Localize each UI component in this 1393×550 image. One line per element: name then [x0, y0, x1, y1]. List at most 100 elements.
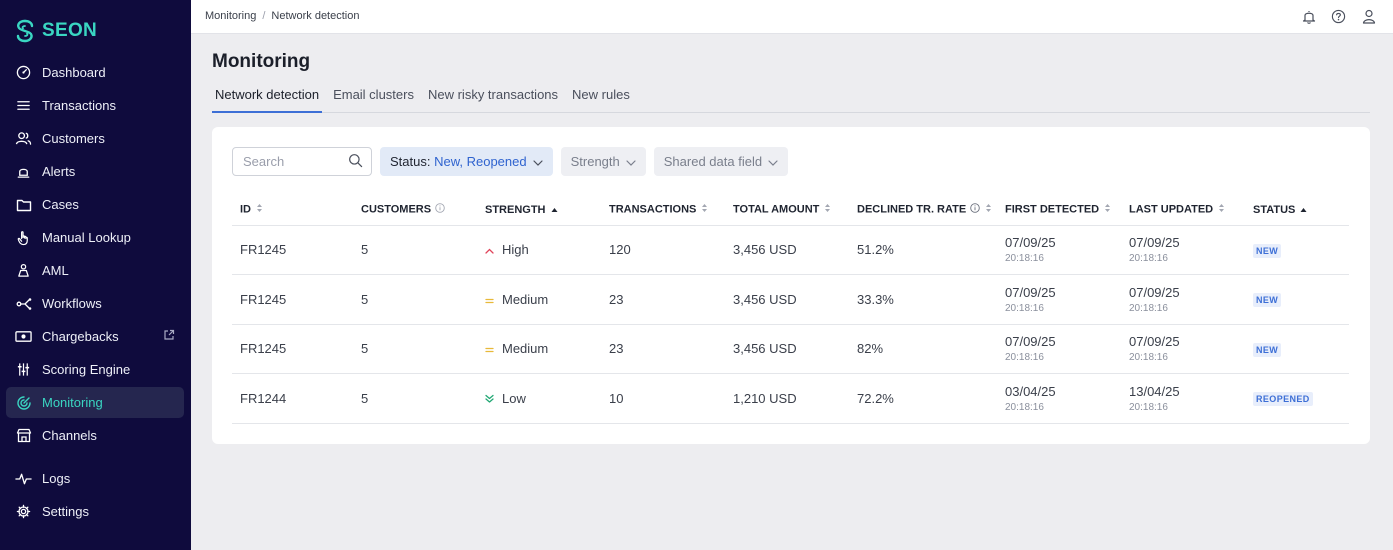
header-status[interactable]: STATUS — [1245, 195, 1349, 226]
sort-ascending-icon — [551, 204, 558, 216]
header-total-amount[interactable]: TOTAL AMOUNT — [725, 195, 849, 226]
cell-customers: 5 — [353, 324, 477, 374]
header-id[interactable]: ID — [232, 195, 353, 226]
sidebar-item-logs[interactable]: Logs — [6, 463, 184, 494]
date: 07/09/25 — [1129, 334, 1180, 350]
header-declined-rate[interactable]: DECLINED TR. RATE — [849, 195, 997, 226]
sidebar-item-label: Settings — [42, 504, 89, 519]
status-badge: NEW — [1253, 342, 1282, 357]
status-filter[interactable]: Status: New, Reopened — [380, 147, 553, 176]
cell-strength: High — [477, 225, 601, 275]
user-icon[interactable] — [1360, 8, 1377, 25]
info-icon[interactable] — [970, 203, 980, 216]
sidebar-item-label: Customers — [42, 131, 105, 146]
sidebar-item-label: Alerts — [42, 164, 76, 179]
sidebar-item-label: Monitoring — [42, 395, 103, 410]
table-row[interactable]: FR1245 5 High 120 3,456 USD 51.2% 07/09/… — [232, 225, 1349, 275]
date: 07/09/25 — [1005, 235, 1056, 251]
chevron-down-icon — [626, 154, 636, 169]
cell-first-detected: 03/04/25 20:18:16 — [997, 373, 1121, 424]
strength-label: High — [502, 242, 529, 258]
sidebar-nav: Dashboard Transactions Customers Alerts … — [6, 57, 184, 529]
sort-icon — [1104, 203, 1111, 216]
cell-transactions: 120 — [601, 225, 725, 275]
header-label: STATUS — [1253, 203, 1296, 216]
radar-icon — [15, 394, 32, 411]
status-badge: NEW — [1253, 293, 1282, 308]
cell-customers: 5 — [353, 225, 477, 275]
header-label: CUSTOMERS — [361, 203, 432, 216]
header-label: LAST UPDATED — [1129, 203, 1214, 216]
search-placeholder: Search — [243, 154, 285, 169]
tab-new-rules[interactable]: New rules — [572, 87, 630, 102]
table-row[interactable]: FR1245 5 Medium 23 3,456 USD 82% 07/09/2… — [232, 324, 1349, 374]
sidebar-item-dashboard[interactable]: Dashboard — [6, 57, 184, 88]
hand-pointer-icon — [15, 229, 32, 246]
tab-email-clusters[interactable]: Email clusters — [333, 87, 414, 102]
time: 20:18:16 — [1005, 401, 1044, 413]
header-first-detected[interactable]: FIRST DETECTED — [997, 195, 1121, 226]
sidebar-item-customers[interactable]: Customers — [6, 123, 184, 154]
header-last-updated[interactable]: LAST UPDATED — [1121, 195, 1245, 226]
breadcrumb: Monitoring / Network detection — [205, 10, 359, 22]
sidebar-item-label: Chargebacks — [42, 329, 119, 344]
cell-status: REOPENED — [1245, 373, 1349, 424]
status-badge: NEW — [1253, 243, 1282, 258]
bell-icon[interactable] — [1300, 8, 1317, 25]
external-link-icon — [163, 329, 175, 344]
sidebar-item-transactions[interactable]: Transactions — [6, 90, 184, 121]
sidebar-item-cases[interactable]: Cases — [6, 189, 184, 220]
cell-transactions: 10 — [601, 373, 725, 424]
nav-spacer — [6, 453, 184, 463]
sidebar-item-chargebacks[interactable]: Chargebacks — [6, 321, 184, 352]
sidebar-item-workflows[interactable]: Workflows — [6, 288, 184, 319]
table-row[interactable]: FR1244 5 Low 10 1,210 USD 72.2% 03/04/25… — [232, 373, 1349, 424]
search-input[interactable]: Search — [232, 147, 372, 176]
strength-medium-icon — [485, 292, 494, 307]
cell-declined-rate: 72.2% — [849, 373, 997, 424]
sidebar: SEON Dashboard Transactions Customers Al… — [0, 0, 191, 550]
sidebar-item-label: Manual Lookup — [42, 230, 131, 245]
info-icon[interactable] — [435, 203, 445, 216]
time: 20:18:16 — [1005, 253, 1044, 265]
network-detection-card: Search Status: New, Reopened Strength Sh… — [212, 127, 1370, 444]
cell-strength: Medium — [477, 274, 601, 325]
tab-new-risky-transactions[interactable]: New risky transactions — [427, 87, 559, 102]
sidebar-item-aml[interactable]: AML — [6, 255, 184, 286]
date: 13/04/25 — [1129, 383, 1180, 399]
strength-filter[interactable]: Strength — [560, 147, 646, 176]
tab-bar: Network detection Email clusters New ris… — [212, 85, 1370, 113]
pulse-icon — [15, 470, 32, 487]
seon-logo-icon — [16, 19, 34, 43]
cell-id: FR1245 — [232, 274, 353, 325]
breadcrumb-item-monitoring[interactable]: Monitoring — [205, 10, 257, 22]
sidebar-item-monitoring[interactable]: Monitoring — [6, 387, 184, 418]
time: 20:18:16 — [1005, 302, 1044, 314]
sidebar-item-scoring-engine[interactable]: Scoring Engine — [6, 354, 184, 385]
seon-logo[interactable]: SEON — [14, 19, 97, 43]
sidebar-item-settings[interactable]: Settings — [6, 496, 184, 527]
tab-network-detection[interactable]: Network detection — [212, 85, 323, 113]
status-badge: REOPENED — [1253, 392, 1313, 407]
strength-label: Medium — [502, 291, 549, 307]
sort-ascending-icon — [1300, 204, 1307, 216]
header-strength[interactable]: STRENGTH — [477, 195, 601, 226]
table-row[interactable]: FR1245 5 Medium 23 3,456 USD 33.3% 07/09… — [232, 274, 1349, 325]
sidebar-item-manual-lookup[interactable]: Manual Lookup — [6, 222, 184, 253]
users-icon — [15, 130, 32, 147]
sidebar-item-alerts[interactable]: Alerts — [6, 156, 184, 187]
shared-data-field-filter[interactable]: Shared data field — [653, 147, 789, 176]
sidebar-item-channels[interactable]: Channels — [6, 420, 184, 451]
shared-data-field-filter-label: Shared data field — [663, 154, 763, 169]
cell-customers: 5 — [353, 274, 477, 325]
cell-strength: Low — [477, 373, 601, 424]
header-label: STRENGTH — [485, 203, 546, 216]
help-icon[interactable] — [1330, 8, 1347, 25]
header-transactions[interactable]: TRANSACTIONS — [601, 195, 725, 226]
filter-bar: Search Status: New, Reopened Strength Sh… — [232, 147, 789, 176]
header-label: DECLINED TR. RATE — [857, 203, 967, 216]
date: 07/09/25 — [1129, 284, 1180, 300]
chevron-down-icon — [768, 154, 778, 169]
sort-icon — [1218, 203, 1225, 216]
strength-low-icon — [485, 391, 494, 406]
